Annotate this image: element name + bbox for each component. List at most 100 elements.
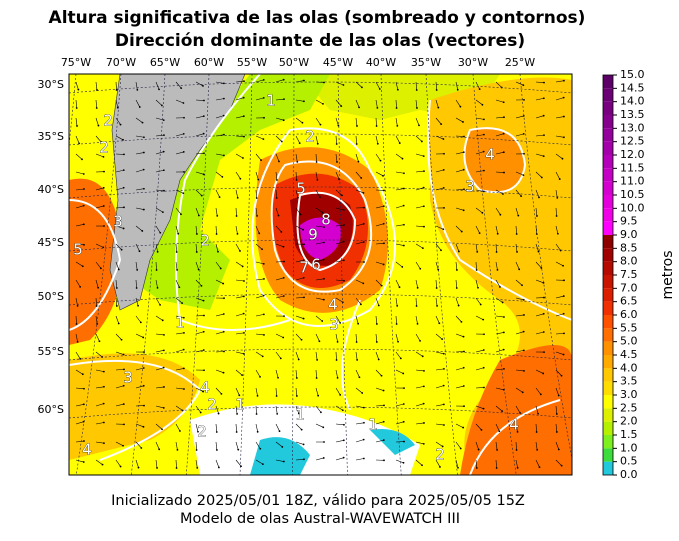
vector-head — [277, 377, 279, 379]
vector-head — [183, 117, 185, 119]
vector-head — [343, 224, 345, 226]
vector-head — [479, 88, 481, 90]
colorbar-band — [603, 368, 613, 381]
vector-head — [416, 107, 418, 109]
vector-head — [203, 331, 205, 333]
vector-head — [503, 316, 505, 318]
vector-head — [503, 172, 505, 174]
colorbar-band — [603, 302, 613, 315]
vector-head — [123, 354, 125, 356]
contour-label: 3 — [329, 316, 339, 334]
lat-label: 30°S — [38, 78, 64, 91]
vector-head — [143, 405, 145, 407]
vector-head — [103, 442, 105, 444]
colorbar-tick-label: 14.0 — [620, 95, 645, 108]
vector-head — [276, 413, 278, 415]
vector-head — [540, 393, 542, 395]
vector-head — [316, 161, 318, 163]
vector-head — [181, 302, 183, 304]
contour-label: 5 — [73, 241, 83, 259]
vector-head — [462, 121, 464, 123]
vector-head — [396, 125, 398, 127]
vector-head — [483, 134, 485, 136]
vector-head — [300, 214, 302, 216]
vector-head — [323, 259, 325, 261]
colorbar-tick-label: 13.5 — [620, 108, 645, 121]
vector-head — [100, 267, 102, 269]
vector-head — [283, 246, 285, 248]
vector-head — [242, 157, 244, 159]
contour-label: 2 — [200, 232, 210, 250]
vector-head — [261, 248, 263, 250]
vector-head — [481, 212, 483, 214]
vector-head — [198, 269, 200, 271]
vector-head — [423, 403, 425, 405]
vector-head — [142, 337, 144, 339]
vector-head — [316, 377, 318, 379]
vector-head — [483, 170, 485, 172]
vector-head — [522, 174, 524, 176]
vector-head — [203, 115, 205, 117]
vector-head — [296, 161, 298, 163]
contour-label: 2 — [435, 446, 445, 464]
vector-head — [323, 299, 325, 301]
vector-head — [383, 205, 385, 207]
vector-head — [141, 230, 143, 232]
vector-head — [403, 188, 405, 190]
vector-head — [303, 444, 305, 446]
vector-head — [96, 305, 98, 307]
vector-head — [443, 153, 445, 155]
colorbar-band — [603, 142, 613, 155]
vector-head — [361, 392, 363, 394]
vector-head — [417, 287, 419, 289]
vector-head — [198, 215, 200, 217]
vector-head — [477, 287, 479, 289]
vector-head — [376, 125, 378, 127]
lon-label: 70°W — [106, 56, 136, 69]
vector-head — [383, 390, 385, 392]
vector-head — [319, 196, 321, 198]
vector-head — [423, 443, 425, 445]
vector-head — [203, 349, 205, 351]
vector-head — [519, 412, 521, 414]
vector-head — [397, 89, 399, 91]
vector-head — [243, 80, 245, 82]
vector-head — [183, 133, 185, 135]
vector-head — [323, 278, 325, 280]
vector-head — [419, 340, 421, 342]
vector-head — [381, 285, 383, 287]
vector-head — [559, 178, 561, 180]
colorbar-tick-label: 1.5 — [620, 428, 638, 441]
lat-label: 35°S — [38, 130, 64, 143]
vector-head — [383, 439, 385, 441]
vector-head — [558, 449, 560, 451]
vector-head — [543, 297, 545, 299]
vector-head — [218, 413, 220, 415]
vector-head — [203, 369, 205, 371]
vector-head — [461, 231, 463, 233]
vector-head — [140, 321, 142, 323]
vector-head — [541, 177, 543, 179]
colorbar-band — [603, 275, 613, 288]
colorbar-band — [603, 395, 613, 408]
vector-head — [216, 233, 218, 235]
vector-head — [279, 430, 281, 432]
vector-head — [423, 226, 425, 228]
vector-head — [283, 261, 285, 263]
vector-head — [482, 319, 484, 321]
vector-head — [503, 116, 505, 118]
lon-label: 55°W — [237, 56, 267, 69]
vector-head — [161, 105, 163, 107]
vector-head — [563, 295, 565, 297]
vector-head — [161, 428, 163, 430]
vector-head — [183, 388, 185, 390]
vector-head — [176, 251, 178, 253]
lon-label: 75°W — [61, 56, 91, 69]
vector-head — [423, 170, 425, 172]
vector-head — [342, 409, 344, 411]
vector-head — [356, 143, 358, 145]
vector-head — [563, 80, 565, 82]
vector-head — [396, 107, 398, 109]
contour-label: 1 — [295, 406, 305, 424]
vector-head — [183, 332, 185, 334]
